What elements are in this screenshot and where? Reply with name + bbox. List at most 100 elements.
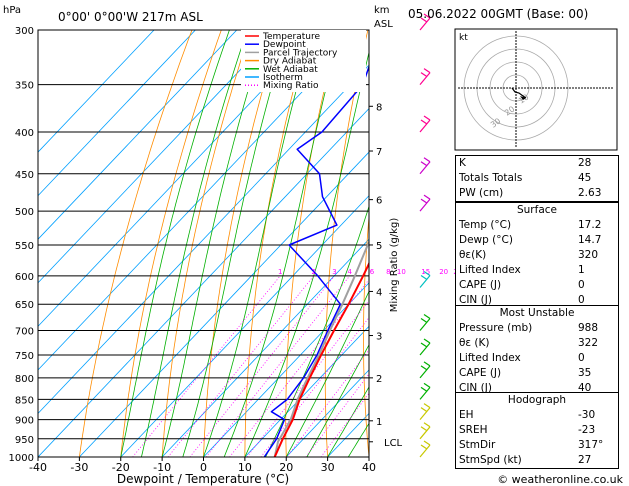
storm-motion-arrow-icon	[520, 96, 526, 100]
mixing-ratio-label: 10	[397, 268, 406, 276]
legend-label: Wet Adiabat	[263, 65, 318, 75]
barb-staff	[419, 161, 431, 175]
barb-staff	[419, 386, 431, 400]
surface-row-li: Lifted Index 1	[456, 263, 618, 278]
asl-label: ASL	[374, 19, 393, 30]
mu-row-cin: CIN (J) 40	[456, 381, 618, 396]
x-tick-label: 20	[279, 461, 293, 474]
pressure-tick-label: 600	[15, 272, 34, 283]
wet-adiabat-line	[306, 344, 369, 457]
row-value: -23	[578, 424, 596, 436]
row-value: 2.63	[578, 187, 602, 199]
height-tick-label: 4	[376, 287, 382, 298]
barb-feather	[420, 426, 428, 432]
mixing-ratio-lines	[132, 275, 369, 457]
row-label: Lifted Index	[459, 352, 521, 364]
mixing-ratio-line	[246, 299, 369, 457]
wind-barb-icon	[419, 68, 431, 86]
row-value: 28	[578, 157, 592, 169]
hodo-row-eh: EH -30	[456, 408, 618, 423]
row-label: CAPE (J)	[459, 279, 502, 291]
mixing-ratio-line	[260, 316, 369, 457]
height-tick-label: LCL	[384, 438, 403, 449]
mixing-ratio-label: 15	[421, 268, 430, 276]
temperature-axis: -40 -30 -20 -10 0 10 20 30 40	[29, 457, 376, 474]
indices-row-k: K 28	[456, 156, 618, 171]
hodo-row-stmdir: StmDir 317°	[456, 438, 618, 453]
hodograph-trace	[511, 87, 527, 99]
mixing-ratio-label: 20	[439, 268, 448, 276]
mixing-ratio-label: 4	[347, 268, 352, 276]
indices-row-tt: Totals Totals 45	[456, 171, 618, 186]
row-value: 0	[578, 279, 585, 291]
wind-barb-icon	[419, 270, 431, 288]
row-value: 27	[578, 454, 592, 466]
wind-barb-icon	[419, 13, 431, 31]
km-label: km	[374, 5, 390, 16]
x-tick-label: -10	[153, 461, 171, 474]
barb-staff	[419, 275, 431, 288]
wind-barb-icon	[419, 382, 431, 400]
row-label: θε (K)	[459, 337, 490, 349]
pressure-tick-label: 350	[15, 81, 34, 92]
legend-label: Dewpoint	[263, 40, 306, 50]
isotherm-line	[38, 30, 238, 240]
barb-feather	[423, 194, 431, 200]
pressure-tick-label: 750	[15, 351, 34, 362]
wind-barb-icon	[419, 440, 431, 458]
plot-background	[38, 30, 369, 457]
barb-feather	[420, 318, 428, 324]
barb-feather	[423, 403, 431, 409]
isotherm-line	[38, 30, 279, 284]
barb-feather	[420, 386, 428, 392]
height-tick-label: 6	[376, 196, 382, 207]
row-value: 988	[578, 322, 599, 334]
barb-staff	[419, 365, 431, 379]
surface-row-cape: CAPE (J) 0	[456, 278, 618, 293]
surface-table: Surface Temp (°C) 17.2 Dewp (°C) 14.7 θε(K…	[455, 202, 619, 309]
legend-label: Temperature	[262, 32, 320, 42]
height-tick-label: 8	[376, 102, 382, 113]
y-right-axis-label: Mixing Ratio (g/kg)	[389, 218, 400, 313]
barb-feather	[423, 382, 431, 388]
row-label: Totals Totals	[459, 172, 523, 184]
isotherm-line	[285, 369, 369, 457]
row-label: CAPE (J)	[459, 367, 502, 379]
wind-barb-icon	[419, 194, 431, 212]
hodo-row-stmspd: StmSpd (kt) 27	[456, 453, 618, 468]
x-axis-label: Dewpoint / Temperature (°C)	[117, 472, 289, 486]
barb-feather	[423, 361, 431, 367]
wind-barb-icon	[419, 422, 431, 440]
wet-adiabat-line	[327, 386, 369, 457]
hodograph-table-header: Hodograph	[507, 394, 567, 406]
mu-row-pressure: Pressure (mb) 988	[456, 321, 618, 336]
legend-label: Isotherm	[263, 73, 303, 83]
pressure-tick-label: 700	[15, 327, 34, 338]
barb-feather	[423, 440, 431, 446]
barb-feather	[420, 342, 428, 348]
height-tick-label: 7	[376, 147, 382, 158]
row-label: Dewp (°C)	[459, 234, 513, 246]
row-value: 317°	[578, 439, 604, 451]
row-value: 17.2	[578, 219, 602, 231]
isotherm-line	[203, 282, 369, 457]
location-title: 0°00' 0°00'W 217m ASL	[58, 10, 203, 24]
mixing-ratio-line	[286, 349, 369, 457]
most-unstable-table: Most Unstable Pressure (mb) 988 θε (K) 322…	[455, 305, 619, 397]
row-label: CIN (J)	[459, 382, 492, 394]
barb-feather	[420, 274, 428, 280]
row-value: 322	[578, 337, 599, 349]
datetime-title: 05.06.2022 00GMT (Base: 00)	[408, 7, 588, 21]
barb-feather	[423, 422, 431, 428]
mixing-ratio-label: 1	[278, 268, 282, 276]
surface-header: Surface	[516, 204, 557, 216]
row-label: Pressure (mb)	[459, 322, 533, 334]
row-label: StmSpd (kt)	[459, 454, 522, 466]
barb-feather	[420, 17, 428, 23]
hodograph: kt 10 20 30	[454, 28, 618, 151]
hodograph-frame	[454, 28, 618, 151]
isotherm-line	[161, 238, 369, 457]
series-temperature	[273, 261, 369, 457]
